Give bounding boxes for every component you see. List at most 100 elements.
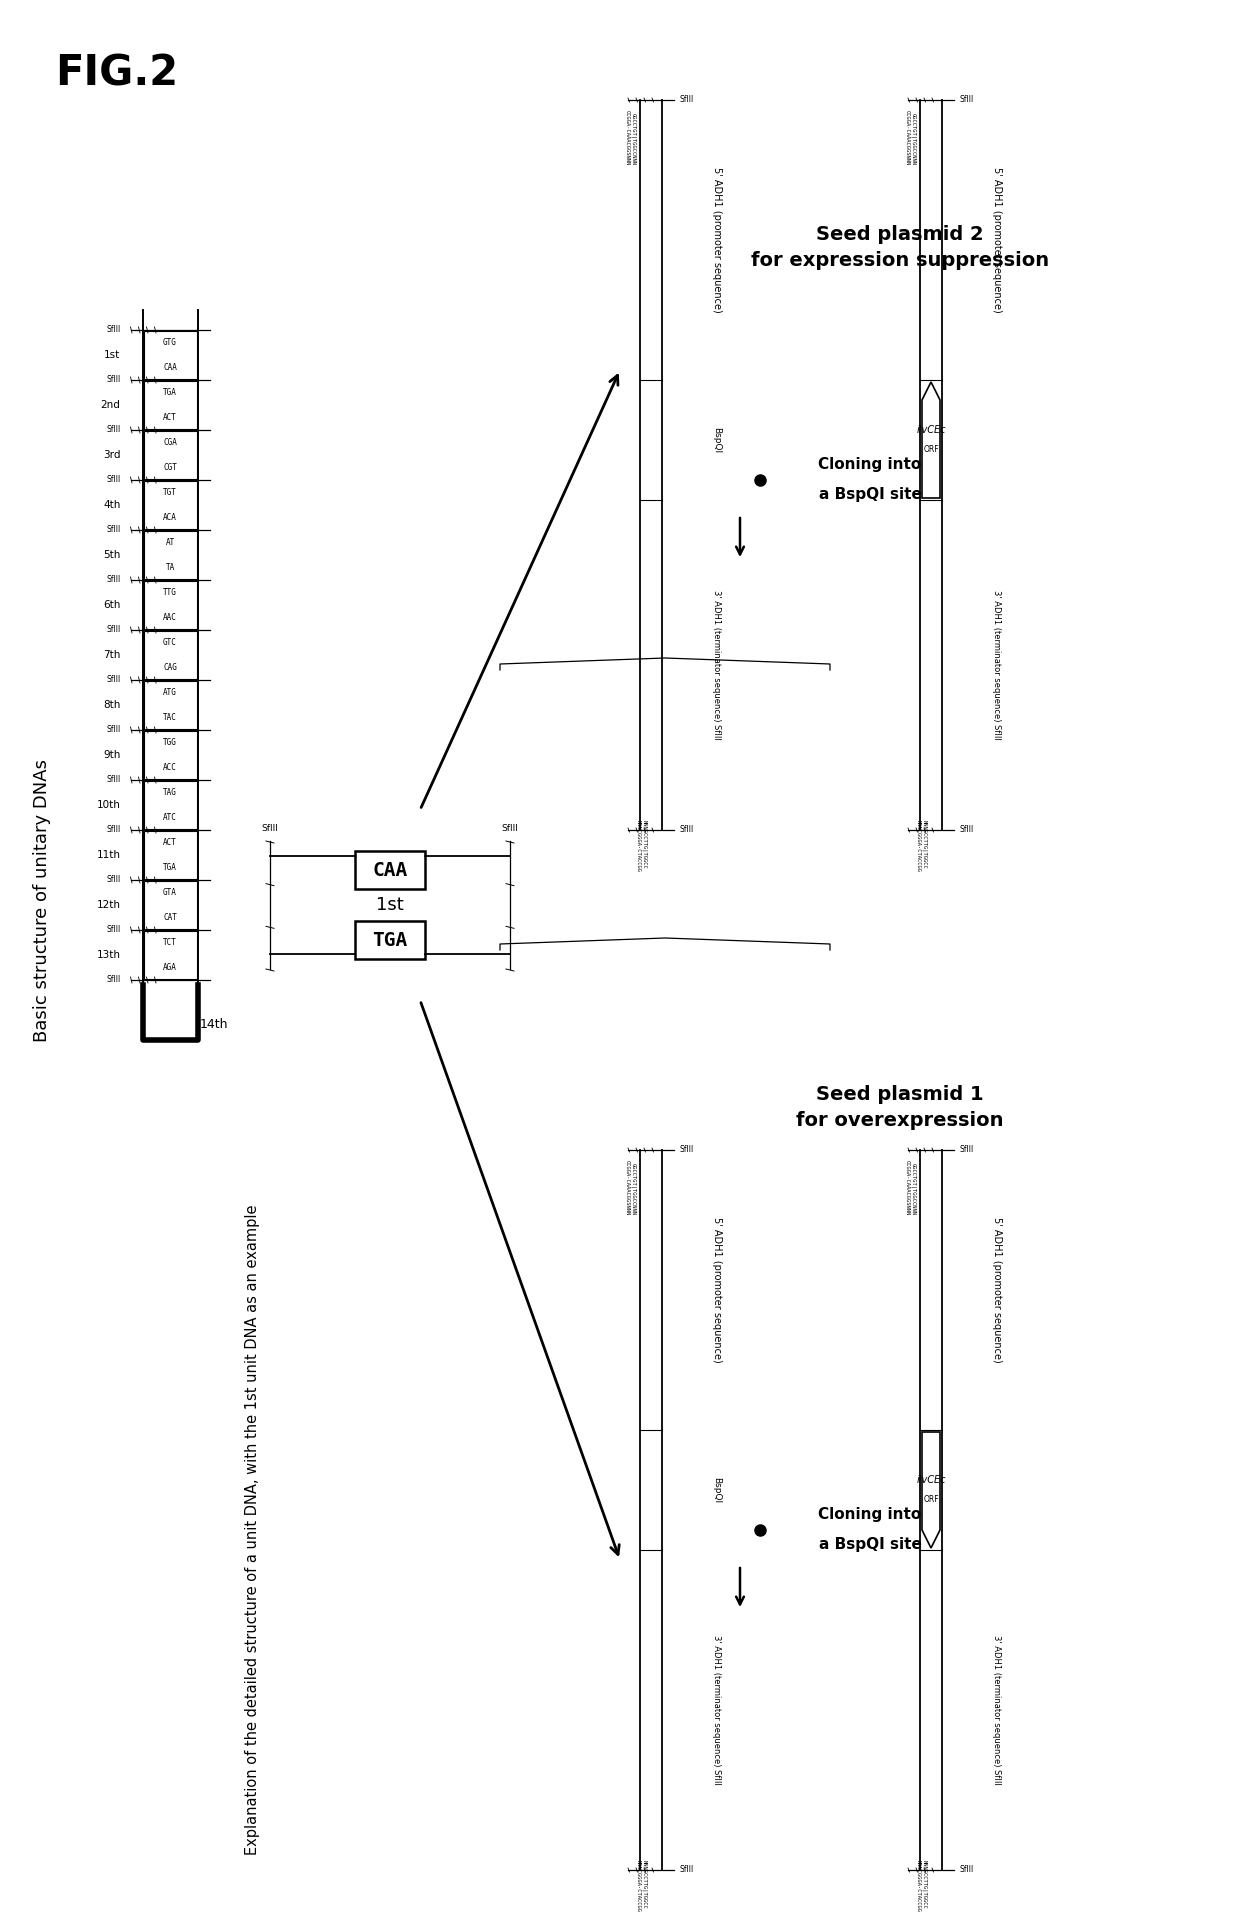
Bar <box>144 331 196 379</box>
Text: BspQI: BspQI <box>713 1477 722 1502</box>
Text: SfIII: SfIII <box>960 96 975 104</box>
Text: 12th: 12th <box>97 899 120 909</box>
Text: ACA: ACA <box>164 512 177 522</box>
Text: ORF: ORF <box>924 445 939 455</box>
Text: 14th: 14th <box>200 1019 228 1032</box>
Bar <box>144 930 196 978</box>
Text: 3' ADH1 (terminator sequence) SfIII: 3' ADH1 (terminator sequence) SfIII <box>992 589 1002 740</box>
Text: 6th: 6th <box>103 601 120 611</box>
Text: SfIII: SfIII <box>262 824 279 834</box>
Bar <box>144 880 196 928</box>
Text: 8th: 8th <box>103 699 120 711</box>
Text: for expression suppression: for expression suppression <box>751 250 1049 270</box>
Text: CAA: CAA <box>372 861 408 880</box>
Text: GTC: GTC <box>164 638 177 647</box>
Text: 11th: 11th <box>97 849 120 861</box>
Text: 7th: 7th <box>103 649 120 661</box>
Text: 4th: 4th <box>103 501 120 510</box>
Bar <box>355 851 425 890</box>
Text: GTG: GTG <box>164 337 177 347</box>
Text: CGA: CGA <box>164 437 177 447</box>
Text: SfIII: SfIII <box>107 576 120 584</box>
Text: SfIII: SfIII <box>107 676 120 684</box>
Text: NNNGCCTTG|TGGCC
NNNCGGGA·CTACCGG: NNNGCCTTG|TGGCC NNNCGGGA·CTACCGG <box>916 820 928 872</box>
Text: ATG: ATG <box>164 688 177 697</box>
Polygon shape <box>923 1433 940 1549</box>
Text: TA: TA <box>165 562 175 572</box>
Text: 13th: 13th <box>97 950 120 959</box>
Text: SfIII: SfIII <box>680 1146 694 1154</box>
Text: SfIII: SfIII <box>107 726 120 734</box>
Bar <box>144 732 196 778</box>
Text: TGG: TGG <box>164 738 177 747</box>
Text: TTG: TTG <box>164 587 177 597</box>
Text: GGCCTGT|TGGCCNNN
CCGGA·CAAACGGSNNN: GGCCTGT|TGGCCNNN CCGGA·CAAACGGSNNN <box>905 1159 916 1215</box>
Text: TGT: TGT <box>164 487 177 497</box>
Text: SfIII: SfIII <box>107 926 120 934</box>
Text: 1st: 1st <box>376 896 404 915</box>
Text: GTA: GTA <box>164 888 177 898</box>
Text: SfIII: SfIII <box>680 1866 694 1874</box>
Bar <box>355 921 425 959</box>
Text: CAA: CAA <box>164 362 177 372</box>
Text: NNNGCCTTG|TGGCC
NNNCGGGA·CTACCGG: NNNGCCTTG|TGGCC NNNCGGGA·CTACCGG <box>636 820 647 872</box>
Text: 2nd: 2nd <box>100 401 120 410</box>
Text: AT: AT <box>165 537 175 547</box>
Text: SfIII: SfIII <box>680 96 694 104</box>
Text: GGCCTGT|TGGCCNNN
CCGGA·CAAACGGSNNN: GGCCTGT|TGGCCNNN CCGGA·CAAACGGSNNN <box>905 110 916 166</box>
Bar <box>144 632 196 680</box>
Text: SfIII: SfIII <box>501 824 518 834</box>
Text: Seed plasmid 1: Seed plasmid 1 <box>816 1086 983 1104</box>
Text: SfIII: SfIII <box>107 426 120 435</box>
Text: Cloning into: Cloning into <box>818 1508 921 1522</box>
Text: 1st: 1st <box>104 351 120 360</box>
Text: ilvCEc: ilvCEc <box>916 1475 946 1485</box>
Bar <box>144 431 196 480</box>
Text: SfIII: SfIII <box>107 626 120 634</box>
Text: Cloning into: Cloning into <box>818 458 921 472</box>
Text: Explanation of the detailed structure of a unit DNA, with the 1st unit DNA as an: Explanation of the detailed structure of… <box>246 1206 260 1855</box>
Text: ATC: ATC <box>164 813 177 822</box>
Text: SfIII: SfIII <box>107 876 120 884</box>
Text: AGA: AGA <box>164 963 177 973</box>
Text: Basic structure of unitary DNAs: Basic structure of unitary DNAs <box>33 759 51 1042</box>
Text: ACC: ACC <box>164 763 177 772</box>
Text: 10th: 10th <box>97 799 120 811</box>
Text: for overexpression: for overexpression <box>796 1111 1003 1129</box>
Bar <box>144 582 196 630</box>
Text: FIG.2: FIG.2 <box>55 52 179 94</box>
Bar <box>144 482 196 530</box>
Text: CAT: CAT <box>164 913 177 923</box>
Bar <box>144 381 196 429</box>
Text: ACT: ACT <box>164 838 177 847</box>
Text: 5' ADH1 (promoter sequence): 5' ADH1 (promoter sequence) <box>992 1217 1002 1364</box>
Text: TAG: TAG <box>164 788 177 797</box>
Text: ACT: ACT <box>164 412 177 422</box>
Text: SfIII: SfIII <box>107 526 120 535</box>
Bar <box>144 830 196 878</box>
Text: 3' ADH1 (terminator sequence) SfIII: 3' ADH1 (terminator sequence) SfIII <box>713 589 722 740</box>
Bar <box>144 532 196 580</box>
Text: TCT: TCT <box>164 938 177 948</box>
Text: 5th: 5th <box>103 551 120 560</box>
Text: SfIII: SfIII <box>680 826 694 834</box>
Text: 5' ADH1 (promoter sequence): 5' ADH1 (promoter sequence) <box>712 1217 722 1364</box>
Text: 3' ADH1 (terminator sequence) SfIII: 3' ADH1 (terminator sequence) SfIII <box>713 1635 722 1785</box>
Text: NNNGCCTTG|TGGCC
NNNCGGGA·CTACCGG: NNNGCCTTG|TGGCC NNNCGGGA·CTACCGG <box>636 1861 647 1913</box>
Text: GGCCTGT|TGGCCNNN
CCGGA·CAAACGGSNNN: GGCCTGT|TGGCCNNN CCGGA·CAAACGGSNNN <box>625 110 636 166</box>
Text: SfIII: SfIII <box>107 975 120 984</box>
Text: a BspQI site: a BspQI site <box>818 487 921 503</box>
Text: CGT: CGT <box>164 462 177 472</box>
Text: SfIII: SfIII <box>960 826 975 834</box>
Text: GGCCTGT|TGGCCNNN
CCGGA·CAAACGGSNNN: GGCCTGT|TGGCCNNN CCGGA·CAAACGGSNNN <box>625 1159 636 1215</box>
Bar <box>144 782 196 828</box>
Text: 3' ADH1 (terminator sequence) SfIII: 3' ADH1 (terminator sequence) SfIII <box>992 1635 1002 1785</box>
Text: 5' ADH1 (promoter sequence): 5' ADH1 (promoter sequence) <box>712 168 722 312</box>
Text: a BspQI site: a BspQI site <box>818 1537 921 1552</box>
Text: SfIII: SfIII <box>107 826 120 834</box>
Text: TGA: TGA <box>164 863 177 872</box>
Text: 3rd: 3rd <box>103 451 120 460</box>
Bar <box>144 682 196 730</box>
Text: SfIII: SfIII <box>107 776 120 784</box>
Text: TGA: TGA <box>372 930 408 950</box>
